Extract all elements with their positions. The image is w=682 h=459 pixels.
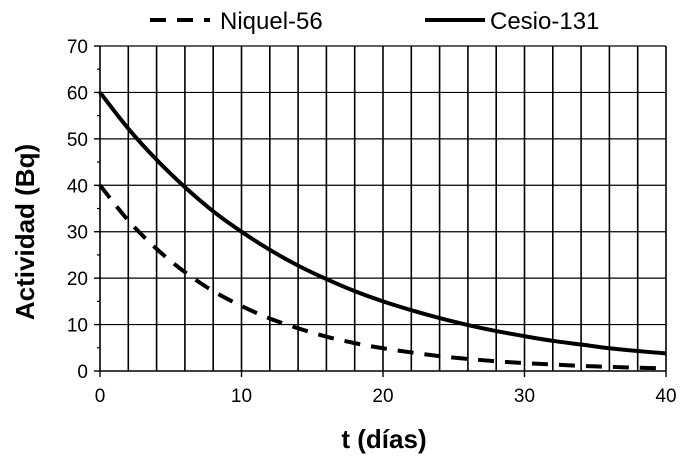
- legend-label-niquel-56: Niquel-56: [220, 8, 323, 35]
- x-tick-label: 0: [95, 386, 106, 407]
- y-tick-label: 70: [67, 37, 88, 58]
- series-line-cesio-131: [98, 91, 667, 356]
- y-tick-label: 0: [77, 362, 88, 383]
- tick-labels: 0 10 20 30 40 50 60 70 0 10 20 30 40: [67, 37, 677, 407]
- y-axis-title: Actividad (Bq): [10, 144, 40, 320]
- series: [98, 91, 667, 371]
- grid: [100, 45, 667, 371]
- x-tick-label: 20: [372, 386, 393, 407]
- y-tick-label: 10: [67, 316, 88, 337]
- y-tick-label: 40: [67, 176, 88, 197]
- x-tick-label: 10: [231, 386, 252, 407]
- legend-label-cesio-131: Cesio-131: [490, 8, 599, 35]
- y-tick-label: 50: [67, 130, 88, 151]
- axes: [94, 45, 667, 377]
- legend: Niquel-56 Cesio-131: [150, 8, 599, 35]
- y-tick-label: 60: [67, 83, 88, 104]
- series-line-niquel-56: [98, 184, 667, 371]
- x-tick-label: 40: [655, 386, 676, 407]
- x-tick-label: 30: [514, 386, 535, 407]
- y-tick-label: 20: [67, 269, 88, 290]
- x-axis-title: t (días): [341, 424, 426, 454]
- y-tick-label: 30: [67, 223, 88, 244]
